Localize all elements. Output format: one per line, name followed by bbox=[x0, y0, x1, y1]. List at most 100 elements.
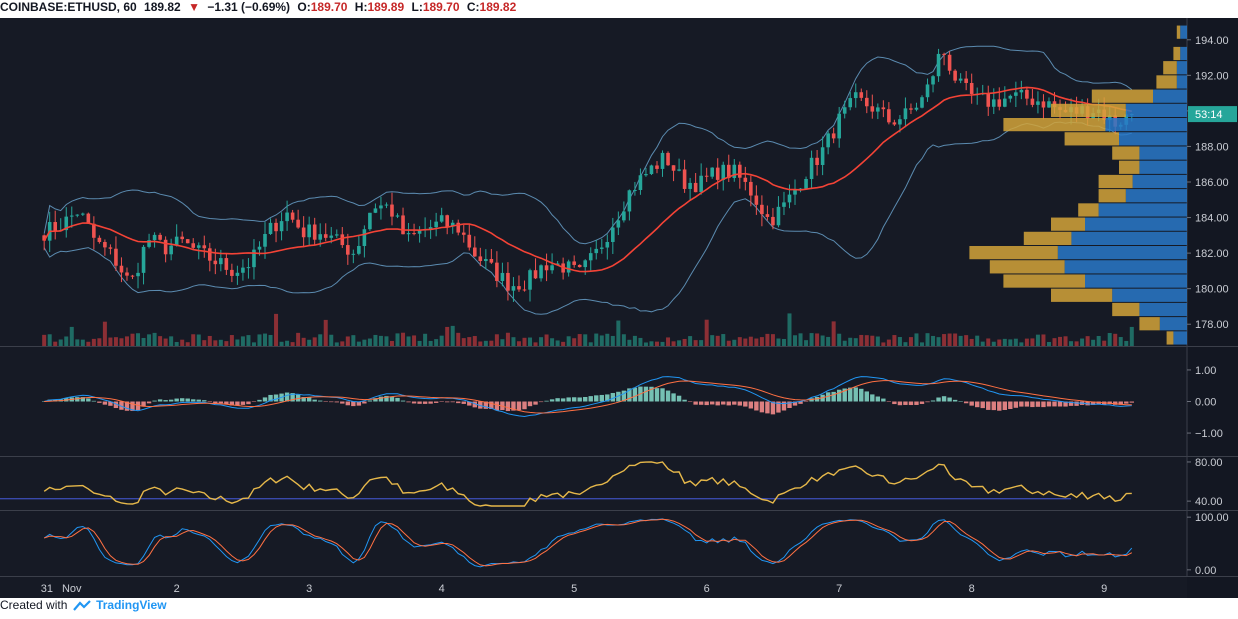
volume-bar bbox=[991, 341, 996, 346]
volume-bar bbox=[450, 325, 455, 346]
macd-histogram-bar bbox=[1113, 401, 1118, 405]
candle-body bbox=[1008, 95, 1013, 99]
volume-bar bbox=[1069, 341, 1074, 346]
volume-bar bbox=[478, 341, 483, 346]
volume-bar bbox=[616, 320, 621, 346]
candle-body bbox=[859, 92, 864, 98]
bollinger-upper-band bbox=[43, 45, 1133, 245]
volume-profile-up-bar bbox=[1064, 260, 1187, 274]
macd-histogram-bar bbox=[682, 399, 687, 402]
macd-histogram-bar bbox=[605, 394, 610, 402]
candle-body bbox=[296, 219, 300, 228]
macd-histogram-bar bbox=[892, 401, 897, 405]
volume-bar bbox=[859, 334, 864, 346]
macd-histogram-bar bbox=[356, 401, 362, 406]
macd-histogram-bar bbox=[340, 401, 345, 404]
candle-body bbox=[887, 109, 891, 123]
macd-histogram-bar bbox=[478, 401, 483, 409]
candle-body bbox=[528, 270, 532, 290]
volume-bar bbox=[522, 337, 527, 346]
macd-histogram-bar bbox=[163, 400, 168, 402]
candle-body bbox=[754, 195, 759, 205]
time-axis-label: 7 bbox=[836, 583, 842, 595]
macd-histogram-bar bbox=[936, 397, 941, 402]
macd-histogram-bar bbox=[671, 393, 676, 402]
macd-histogram-bar bbox=[179, 398, 185, 402]
candle-body bbox=[660, 152, 665, 169]
volume-bar bbox=[196, 334, 201, 346]
stochastic-k-line bbox=[43, 518, 1133, 568]
candle-body bbox=[572, 261, 576, 265]
macd-histogram-bar bbox=[351, 401, 356, 407]
macd-histogram-bar bbox=[527, 401, 533, 407]
volume-bar bbox=[1102, 340, 1107, 346]
candle-body bbox=[230, 269, 234, 276]
volume-bar bbox=[715, 335, 720, 346]
volume-bar bbox=[69, 326, 74, 346]
candle-body bbox=[715, 167, 720, 180]
macd-histogram-bar bbox=[130, 401, 135, 411]
volume-bar bbox=[748, 336, 753, 346]
macd-histogram-bar bbox=[848, 387, 853, 402]
candle-body bbox=[434, 221, 438, 228]
volume-bar bbox=[599, 335, 604, 346]
macd-histogram-bar bbox=[963, 401, 969, 404]
macd-histogram-bar bbox=[334, 401, 339, 403]
volume-bar bbox=[1019, 342, 1024, 346]
volume-bar bbox=[97, 338, 102, 346]
tradingview-brand[interactable]: TradingView bbox=[96, 598, 167, 612]
candle-body bbox=[1030, 98, 1035, 105]
volume-bar bbox=[202, 340, 207, 346]
chart-header: COINBASE:ETHUSD, 60 189.82 ▼ −1.31 (−0.6… bbox=[0, 0, 1238, 18]
candle-body bbox=[936, 53, 941, 77]
macd-histogram-bar bbox=[323, 401, 328, 402]
volume-bar bbox=[815, 333, 820, 346]
macd-line bbox=[44, 376, 1132, 418]
macd-histogram-bar bbox=[224, 401, 229, 405]
volume-bar bbox=[461, 338, 466, 346]
candle-body bbox=[417, 230, 422, 234]
volume-profile-up-bar bbox=[1139, 146, 1187, 160]
macd-histogram-bar bbox=[91, 400, 97, 402]
macd-histogram-bar bbox=[715, 401, 720, 406]
volume-bar bbox=[837, 333, 842, 346]
volume-bar bbox=[279, 341, 284, 346]
volume-profile-down-bar bbox=[1166, 331, 1174, 345]
volume-profile-up-bar bbox=[1180, 25, 1187, 39]
volume-bar bbox=[1024, 338, 1029, 346]
macd-histogram-bar bbox=[930, 400, 936, 402]
volume-bar bbox=[919, 342, 924, 346]
macd-histogram-bar bbox=[787, 401, 792, 408]
candle-body bbox=[605, 241, 610, 248]
volume-bar bbox=[158, 336, 163, 346]
macd-histogram-bar bbox=[329, 401, 334, 403]
macd-histogram-bar bbox=[400, 400, 406, 402]
chart-canvas[interactable]: 194.00192.00190.00188.00186.00184.00182.… bbox=[0, 18, 1238, 598]
volume-profile-down-bar bbox=[1098, 174, 1133, 189]
macd-histogram-bar bbox=[1041, 401, 1046, 408]
volume-bar bbox=[986, 338, 991, 346]
volume-profile-up-bar bbox=[1105, 118, 1187, 132]
candle-body bbox=[699, 175, 703, 193]
volume-bar bbox=[826, 336, 831, 346]
volume-bar bbox=[666, 337, 671, 346]
candle-body bbox=[224, 258, 229, 270]
macd-histogram-bar bbox=[218, 401, 224, 404]
volume-bar bbox=[588, 342, 593, 346]
candle-body bbox=[804, 179, 808, 189]
macd-histogram-bar bbox=[621, 390, 627, 402]
created-with-label: Created with bbox=[0, 598, 68, 612]
macd-histogram-bar bbox=[560, 398, 566, 402]
macd-histogram-bar bbox=[649, 386, 654, 402]
macd-histogram-bar bbox=[444, 401, 450, 403]
macd-histogram-bar bbox=[897, 401, 903, 406]
rsi-tick-label: 40.00 bbox=[1195, 496, 1223, 508]
volume-bar bbox=[373, 334, 378, 346]
candle-body bbox=[390, 204, 394, 217]
macd-histogram-bar bbox=[456, 401, 461, 404]
volume-bar bbox=[754, 338, 759, 346]
candle-body bbox=[357, 245, 361, 254]
volume-bar bbox=[804, 340, 809, 346]
volume-bar bbox=[130, 333, 135, 346]
volume-bar bbox=[434, 339, 439, 346]
